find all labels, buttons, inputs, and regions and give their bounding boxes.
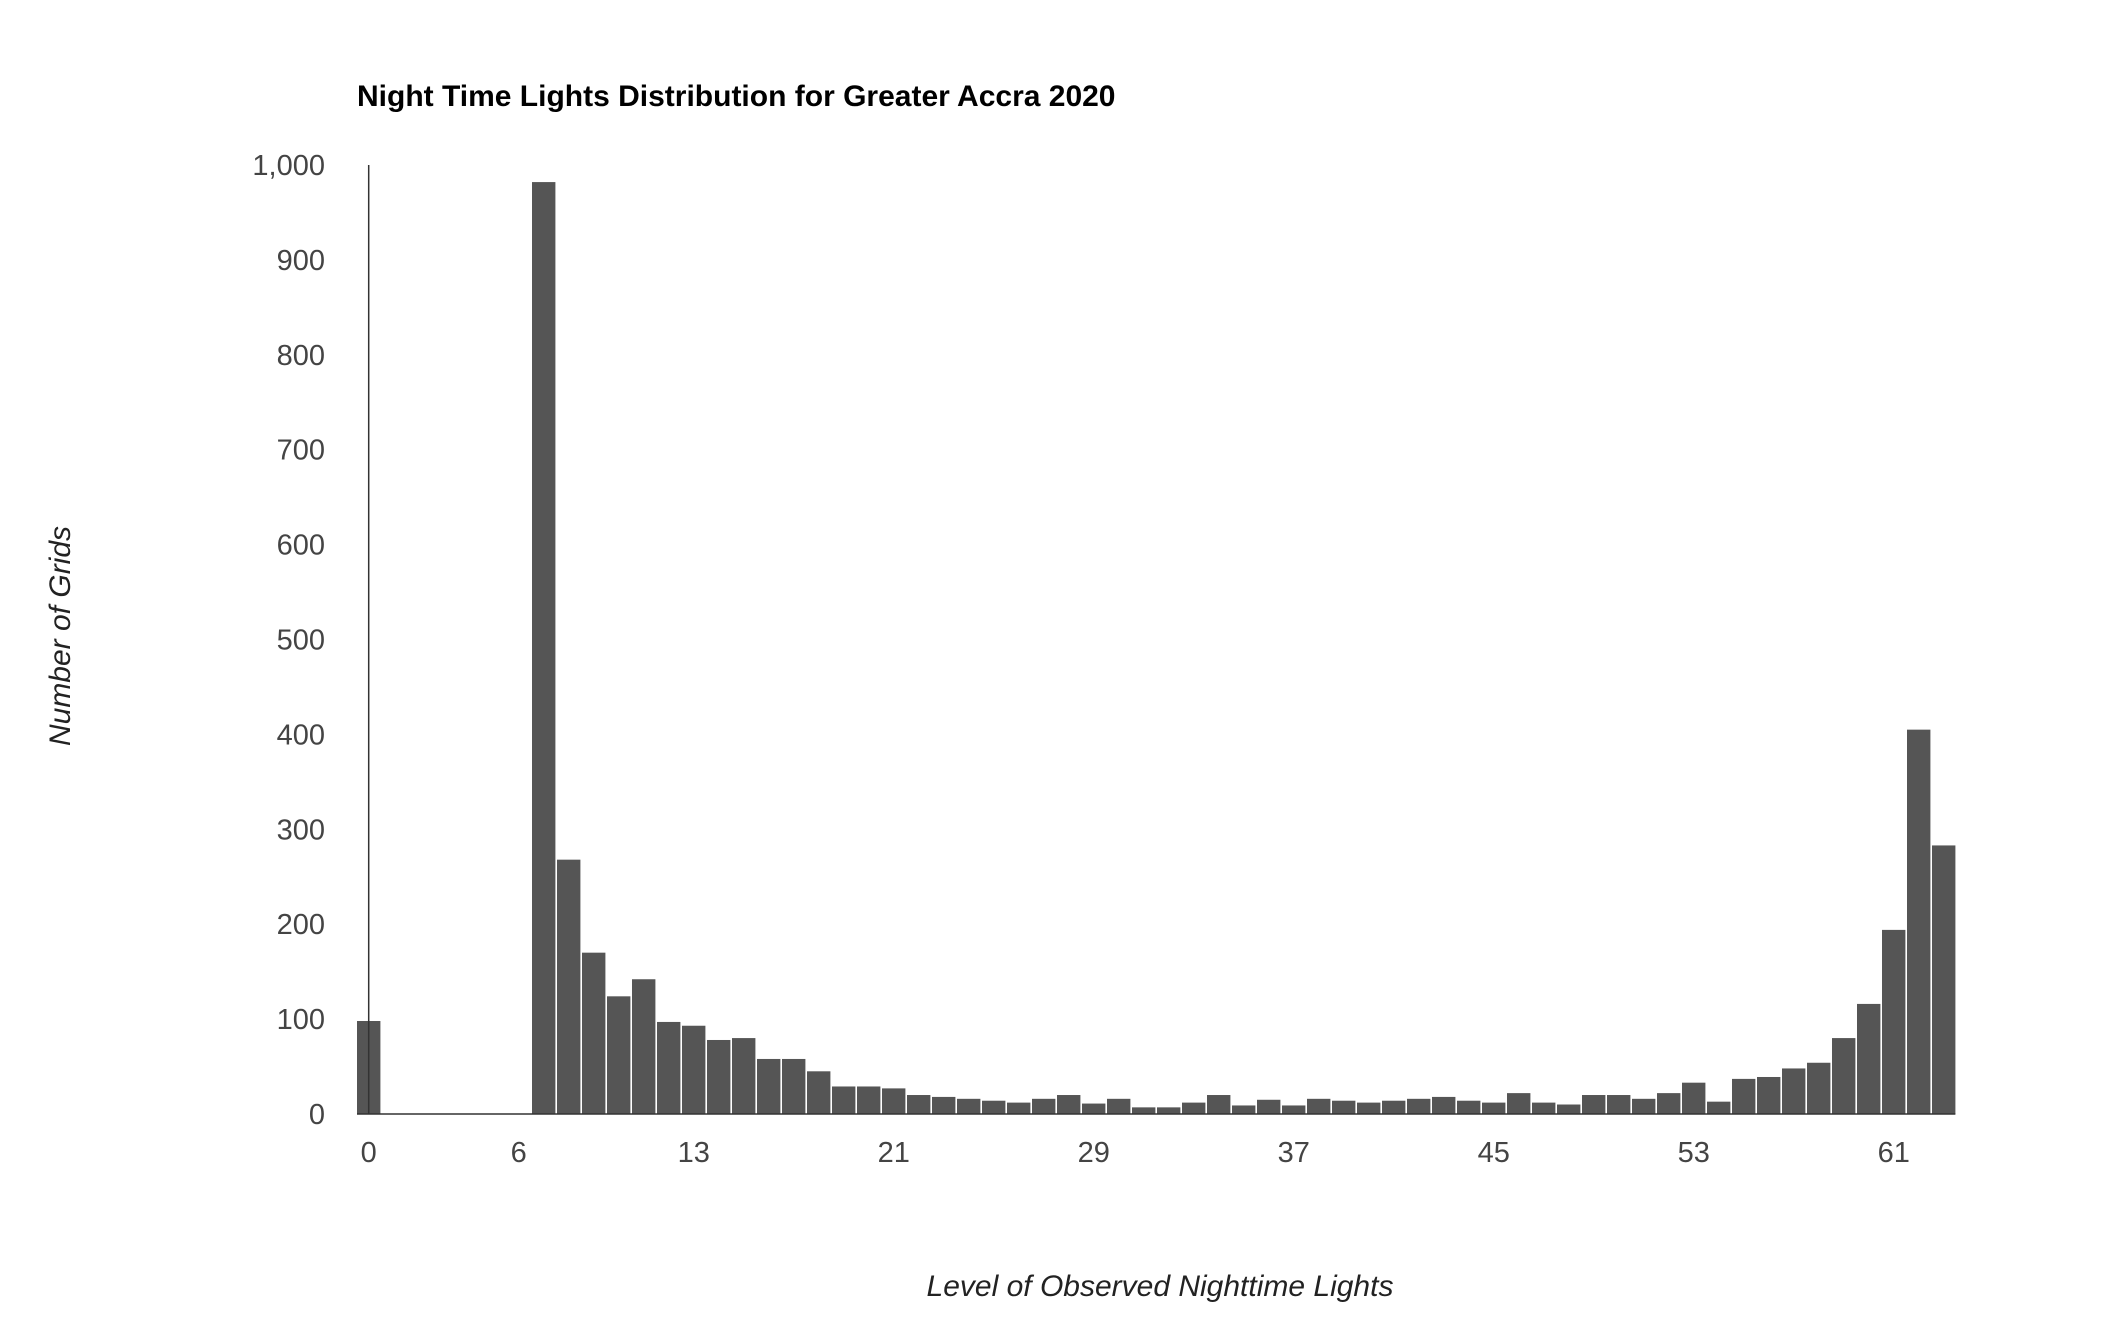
- bar-23: [932, 1096, 956, 1114]
- bar-40: [1357, 1102, 1381, 1114]
- bar-18: [807, 1071, 831, 1114]
- bar-39: [1332, 1100, 1356, 1114]
- bar-43: [1432, 1096, 1456, 1114]
- x-tick-label: 0: [361, 1137, 377, 1169]
- bar-37: [1282, 1105, 1306, 1114]
- bar-29: [1082, 1103, 1106, 1114]
- bar-49: [1582, 1095, 1606, 1114]
- y-tick-label: 200: [277, 909, 325, 941]
- bar-34: [1207, 1095, 1231, 1114]
- bar-31: [1132, 1107, 1156, 1114]
- bar-17: [782, 1058, 806, 1114]
- bar-60: [1857, 1003, 1881, 1114]
- bar-24: [957, 1098, 981, 1114]
- y-tick-label: 1,000: [252, 150, 325, 182]
- bar-36: [1257, 1099, 1281, 1114]
- bar-9: [582, 952, 606, 1114]
- bar-45: [1482, 1102, 1506, 1114]
- bar-12: [657, 1021, 681, 1114]
- bar-32: [1157, 1107, 1181, 1114]
- bar-62: [1907, 729, 1931, 1114]
- y-tick-label: 400: [277, 719, 325, 751]
- y-tick-label: 800: [277, 340, 325, 372]
- bar-8: [557, 859, 581, 1114]
- x-tick-label: 13: [678, 1137, 710, 1169]
- bar-48: [1557, 1104, 1581, 1114]
- bar-16: [757, 1058, 781, 1114]
- x-axis-ticks: 0 6 13 21 29 37 45 53 61: [361, 1137, 1910, 1169]
- y-axis-ticks: 0 100 200 300 400 500 600 700 800 900 1,000: [252, 150, 325, 1131]
- bar-10: [607, 996, 631, 1114]
- x-tick-label: 37: [1278, 1137, 1310, 1169]
- bar-33: [1182, 1102, 1206, 1114]
- bar-51: [1632, 1098, 1656, 1114]
- bar-56: [1757, 1076, 1781, 1114]
- y-tick-label: 700: [277, 435, 325, 467]
- x-tick-label: 61: [1878, 1137, 1910, 1169]
- x-axis-title: Level of Observed Nighttime Lights: [927, 1270, 1394, 1303]
- x-tick-label: 6: [511, 1137, 527, 1169]
- y-tick-label: 900: [277, 245, 325, 277]
- bar-52: [1657, 1093, 1681, 1114]
- bar-44: [1457, 1100, 1481, 1114]
- bar-50: [1607, 1095, 1631, 1114]
- bar-61: [1882, 929, 1906, 1114]
- bar-22: [907, 1095, 931, 1114]
- bar-28: [1057, 1095, 1081, 1114]
- bar-25: [982, 1100, 1006, 1114]
- bar-55: [1732, 1078, 1756, 1114]
- x-tick-label: 29: [1078, 1137, 1110, 1169]
- bar-26: [1007, 1102, 1031, 1114]
- bar-46: [1507, 1093, 1531, 1114]
- bar-35: [1232, 1105, 1256, 1114]
- bar-63: [1932, 845, 1956, 1114]
- bar-58: [1807, 1062, 1831, 1114]
- bar-54: [1707, 1101, 1731, 1114]
- bars: [357, 182, 1956, 1114]
- y-tick-label: 0: [309, 1099, 325, 1131]
- bar-19: [832, 1086, 856, 1114]
- bar-20: [857, 1086, 881, 1114]
- bar-30: [1107, 1098, 1131, 1114]
- bar-59: [1832, 1038, 1856, 1114]
- bar-41: [1382, 1100, 1406, 1114]
- bar-14: [707, 1039, 731, 1114]
- bar-13: [682, 1025, 706, 1114]
- bar-57: [1782, 1068, 1806, 1114]
- y-tick-label: 600: [277, 530, 325, 562]
- bar-47: [1532, 1102, 1556, 1114]
- bar-11: [632, 979, 656, 1114]
- y-tick-label: 500: [277, 625, 325, 657]
- bar-42: [1407, 1098, 1431, 1114]
- y-tick-label: 100: [277, 1004, 325, 1036]
- y-tick-label: 300: [277, 814, 325, 846]
- chart-title: Night Time Lights Distribution for Great…: [357, 80, 1116, 113]
- bar-38: [1307, 1098, 1331, 1114]
- y-axis-title: Number of Grids: [44, 526, 77, 746]
- x-tick-label: 53: [1678, 1137, 1710, 1169]
- bar-53: [1682, 1082, 1706, 1114]
- bar-7: [532, 182, 556, 1114]
- x-tick-label: 45: [1478, 1137, 1510, 1169]
- x-tick-label: 21: [878, 1137, 910, 1169]
- bar-21: [882, 1088, 906, 1114]
- bar-15: [732, 1038, 756, 1114]
- bar-27: [1032, 1098, 1056, 1114]
